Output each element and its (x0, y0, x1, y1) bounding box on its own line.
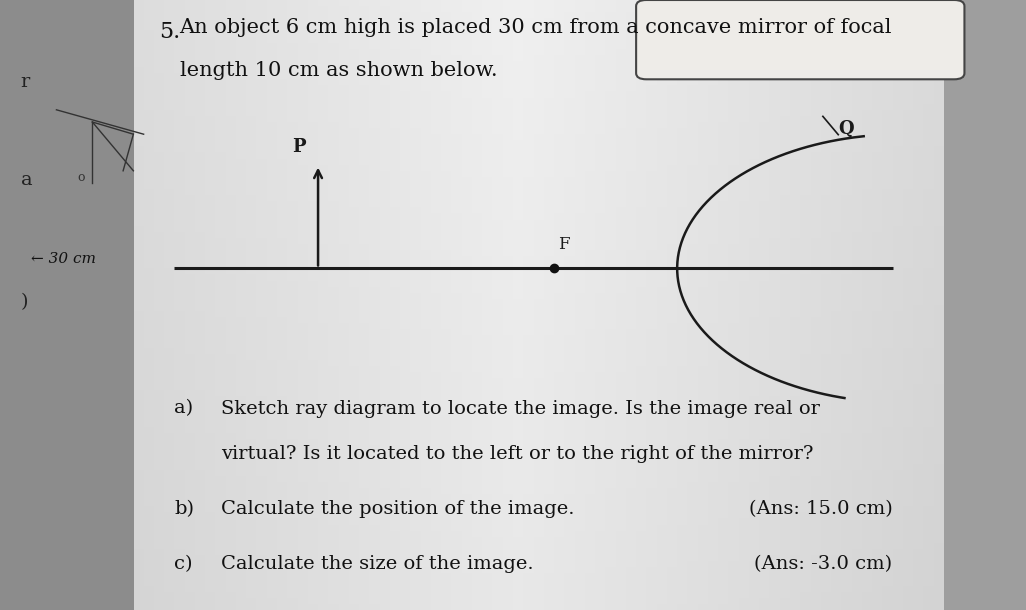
Text: Q: Q (838, 120, 854, 138)
Text: a: a (21, 171, 32, 189)
Text: Calculate the size of the image.: Calculate the size of the image. (221, 555, 534, 573)
Text: Sketch ray diagram to locate the image. Is the image real or: Sketch ray diagram to locate the image. … (221, 400, 820, 418)
FancyBboxPatch shape (636, 0, 964, 79)
Text: a): a) (174, 400, 194, 418)
Text: b): b) (174, 500, 194, 518)
Text: ← 30 cm: ← 30 cm (31, 253, 95, 266)
Text: virtual? Is it located to the left or to the right of the mirror?: virtual? Is it located to the left or to… (221, 445, 813, 464)
Text: 5.: 5. (159, 21, 181, 43)
Text: o: o (77, 171, 84, 184)
Text: Calculate the position of the image.: Calculate the position of the image. (221, 500, 575, 518)
Text: (Ans: 15.0 cm): (Ans: 15.0 cm) (749, 500, 893, 518)
Text: ): ) (21, 293, 28, 311)
Text: F: F (558, 236, 569, 253)
Text: r: r (21, 73, 30, 92)
Text: length 10 cm as shown below.: length 10 cm as shown below. (180, 61, 498, 80)
Text: (Ans: -3.0 cm): (Ans: -3.0 cm) (754, 555, 893, 573)
Text: P: P (292, 137, 306, 156)
Text: c): c) (174, 555, 193, 573)
Text: An object 6 cm high is placed 30 cm from a concave mirror of focal: An object 6 cm high is placed 30 cm from… (180, 18, 892, 37)
